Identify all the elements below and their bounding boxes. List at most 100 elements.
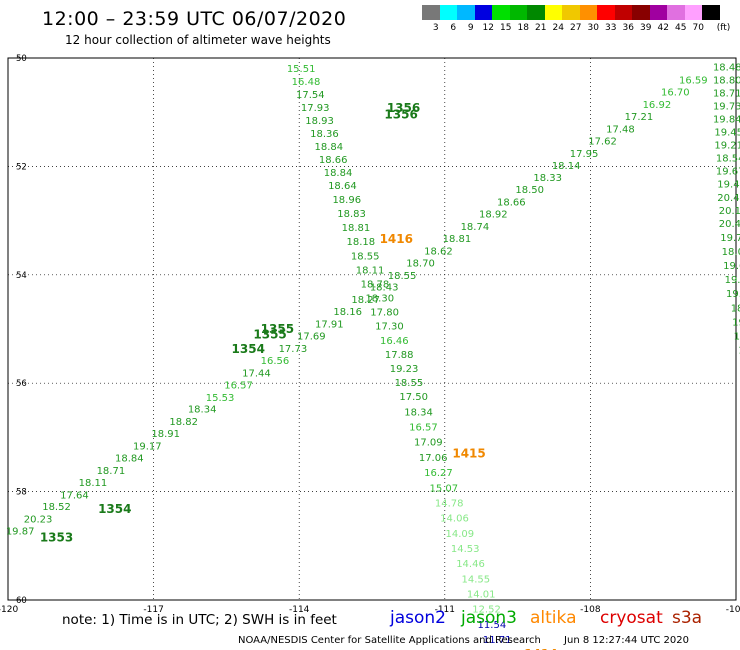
wave-height-value: 19.0 [732,317,740,328]
wave-height-value: 18.96 [332,195,361,206]
wave-height-value: 19.73 [713,102,740,113]
wave-height-value: 16.92 [643,100,672,111]
wave-height-value: 16.48 [292,77,321,88]
wave-height-value: 18.34 [404,407,433,418]
satellite-label-jason2: jason2 [390,608,446,628]
legend-swatch [667,5,685,20]
wave-height-value: 17.06 [419,453,448,464]
wave-height-value: 18.4 [734,332,740,343]
wave-height-value: 19.87 [6,527,35,538]
lat-tick-label: 50 [16,54,27,64]
legend-label: 18 [517,23,529,33]
wave-height-value: 18.81 [342,223,371,234]
time-label: 1355 [261,322,294,336]
lon-tick-label: -111 [435,605,455,615]
wave-height-value: 17.73 [279,344,308,355]
legend-label: 21 [535,23,547,33]
wave-height-value: 18.55 [388,271,417,282]
wave-height-value: 16.57 [224,380,253,391]
time-label: 1356 [387,101,420,115]
footer-credit: NOAA/NESDIS Center for Satellite Applica… [238,635,541,646]
wave-height-value: 15.07 [430,483,459,494]
legend-label: 70 [692,23,704,33]
time-label: 1414 [524,647,557,650]
wave-height-value: 18.80 [713,76,740,87]
lat-tick-label: 56 [16,379,27,389]
wave-height-value: 17.69 [297,332,326,343]
wave-height-value: 17.30 [375,322,404,333]
legend-label: 27 [570,23,582,33]
satellite-label-altika: altika [530,608,577,628]
wave-height-value: 18.27 [351,295,380,306]
note-text: note: 1) Time is in UTC; 2) SWH is in fe… [62,612,337,628]
wave-height-value: 18.14 [552,161,581,172]
lat-tick-label: 54 [16,271,27,281]
wave-height-value: 17.50 [399,392,428,403]
wave-height-value: 19.67 [716,167,740,178]
legend-swatch [544,5,562,20]
legend-label: 33 [605,23,617,33]
lat-tick-label: 52 [16,162,27,172]
wave-height-value: 18.71 [713,89,740,100]
wave-height-value: 18.34 [188,405,217,416]
wave-height-value: 19.42 [717,180,740,191]
wave-height-value: 18.16 [333,307,362,318]
wave-height-value: 19.21 [714,141,740,152]
wave-height-value: 16.70 [661,88,690,99]
legend-label: 36 [622,23,634,33]
wave-height-value: 18.84 [115,453,144,464]
wave-height-value: 18.83 [337,209,366,220]
legend-swatch [492,5,510,20]
wave-height-value: 16.46 [380,336,409,347]
wave-height-value: 17.44 [242,368,271,379]
wave-height-value: 18.36 [310,129,339,140]
wave-height-value: 19.45 [714,128,740,139]
time-label: 1354 [98,502,131,516]
legend-label: 9 [467,23,474,33]
wave-height-value: 18.03 [722,247,740,258]
map-frame [7,57,737,601]
lon-tick-label: -105 [726,605,740,615]
legend-label: 12 [482,23,494,33]
wave-height-value: 14.55 [462,574,491,585]
legend-label: 24 [552,23,564,33]
wave-height-value: 17.91 [315,320,344,331]
wave-height-value: 14.09 [446,529,475,540]
wave-height-value: 18.11 [356,265,385,276]
time-label: 1415 [452,447,485,461]
wave-height-value: 18.84 [324,168,353,179]
legend-swatch [702,5,720,20]
legend-swatch [527,5,545,20]
wave-height-value: 17.48 [606,124,635,135]
wave-height-value: 19.73 [720,233,740,244]
wave-height-value: 18.50 [515,185,544,196]
wave-height-value: 14.78 [435,498,464,509]
wave-height-value: 17.95 [570,149,599,160]
wave-height-value: 18.54 [716,154,740,165]
map-title: 12:00 – 23:59 UTC 06/07/2020 [42,8,347,30]
satellite-label-cryosat: cryosat [600,608,663,628]
wave-height-value: 14.01 [467,589,496,600]
lat-tick-label: 58 [16,488,27,498]
wave-height-value: 18.11 [79,478,108,489]
legend-swatch [649,5,667,20]
wave-height-value: 20.41 [719,219,740,230]
time-label: 1416 [380,232,413,246]
lon-tick-label: -117 [143,605,163,615]
wave-height-value: 18.71 [97,466,126,477]
wave-height-value: 15.53 [206,393,235,404]
legend-swatch [579,5,597,20]
wave-height-value: 18.52 [42,502,71,513]
footer-timestamp: Jun 8 12:27:44 UTC 2020 [564,635,689,646]
time-label: 1353 [40,531,73,545]
wave-height-value: 16.57 [409,423,438,434]
legend-swatch [439,5,457,20]
wave-height-value: 18.55 [351,251,380,262]
legend-label: 6 [450,23,457,33]
wave-height-value: 19.17 [133,442,162,453]
legend-label: 15 [500,23,512,33]
wave-height-value: 18.64 [328,181,357,192]
wave-height-value: 17.93 [301,103,330,114]
wave-height-value: 18.48 [713,63,740,74]
lon-tick-label: -120 [0,605,18,615]
